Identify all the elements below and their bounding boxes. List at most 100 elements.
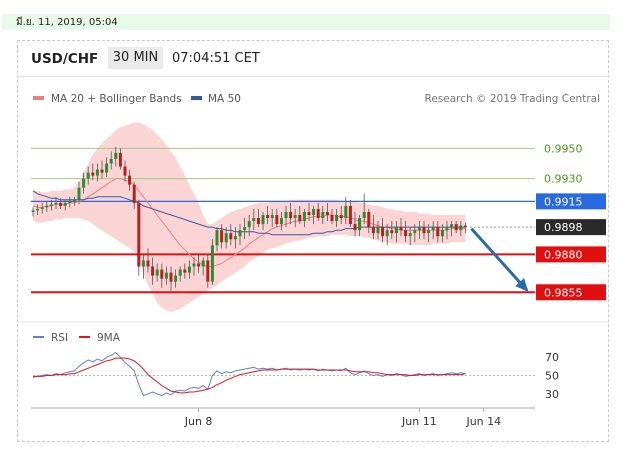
candle bbox=[289, 202, 293, 225]
candle-body bbox=[243, 227, 247, 231]
candle-body bbox=[252, 218, 256, 222]
candle bbox=[371, 215, 375, 240]
candle-body bbox=[105, 163, 109, 173]
main-legend: MA 20 + Bollinger Bands MA 50 Research ©… bbox=[33, 93, 600, 105]
candle bbox=[164, 266, 168, 285]
date-text: มี.ย. 11, 2019, 05:04 bbox=[16, 17, 118, 28]
candle bbox=[376, 221, 380, 240]
candle bbox=[353, 211, 357, 237]
level-labels: 0.9950 0.9930 0.9915 0.9898 0.9880 0.9855 bbox=[536, 142, 606, 301]
candle-body bbox=[238, 230, 242, 237]
candle-body bbox=[353, 224, 357, 231]
candle bbox=[155, 263, 159, 282]
candle bbox=[413, 224, 417, 243]
header-divider bbox=[17, 76, 609, 77]
candle bbox=[118, 148, 122, 170]
candle-body bbox=[404, 230, 408, 237]
candle bbox=[174, 269, 178, 288]
candle bbox=[330, 208, 334, 225]
rsi-tick-70: 70 bbox=[545, 351, 559, 364]
rsi-tick-50: 50 bbox=[545, 370, 559, 383]
candle-body bbox=[454, 224, 458, 231]
candle-body bbox=[431, 227, 435, 231]
candle-body bbox=[49, 204, 53, 206]
candle-body bbox=[362, 211, 366, 219]
candle-body bbox=[371, 227, 375, 234]
candle bbox=[192, 257, 196, 276]
level-badge-0.9915 bbox=[536, 193, 606, 210]
candle bbox=[362, 193, 366, 225]
level-label-0.9930: 0.9930 bbox=[544, 173, 583, 186]
chart-frame bbox=[17, 40, 609, 442]
candle-body bbox=[408, 233, 412, 237]
candle-body bbox=[114, 152, 118, 159]
candle-body bbox=[376, 227, 380, 234]
candle bbox=[59, 198, 63, 209]
candle-body bbox=[459, 225, 463, 231]
candle-body bbox=[31, 210, 35, 212]
candle bbox=[100, 160, 104, 179]
candle-body bbox=[247, 221, 251, 228]
candle bbox=[463, 222, 467, 234]
level-label-0.9950: 0.9950 bbox=[544, 142, 583, 155]
candle bbox=[224, 227, 228, 249]
candle bbox=[275, 208, 279, 228]
candle-body bbox=[183, 269, 187, 273]
date-banner: มี.ย. 11, 2019, 05:04 bbox=[2, 14, 610, 30]
candle-body bbox=[95, 169, 99, 176]
candle-body bbox=[187, 266, 191, 273]
ma20-legend-label: MA 20 + Bollinger Bands bbox=[51, 93, 182, 105]
candle bbox=[321, 205, 325, 225]
level-label-0.9880: 0.9880 bbox=[544, 248, 583, 261]
candle bbox=[229, 224, 233, 246]
candle bbox=[279, 211, 283, 231]
candle bbox=[169, 266, 173, 291]
candle-body bbox=[270, 215, 274, 219]
timeframe-badge[interactable]: 30 MIN bbox=[108, 47, 163, 69]
research-credit: Research © 2019 Trading Central bbox=[425, 93, 601, 105]
candle-body bbox=[261, 215, 265, 225]
candle-body bbox=[132, 184, 136, 203]
candle-body bbox=[54, 202, 58, 205]
candle bbox=[77, 181, 81, 205]
candle bbox=[105, 157, 109, 178]
candle-body bbox=[348, 205, 352, 225]
candle bbox=[367, 208, 371, 234]
candle bbox=[210, 239, 214, 285]
candle-body bbox=[59, 202, 63, 206]
candle-body bbox=[440, 230, 444, 237]
candle bbox=[86, 166, 90, 185]
ma50-legend-swatch bbox=[191, 96, 202, 100]
candle-body bbox=[220, 230, 224, 243]
candle-body bbox=[307, 211, 311, 215]
candle-body bbox=[275, 215, 279, 225]
candle-body bbox=[233, 236, 237, 240]
candle bbox=[54, 196, 58, 209]
candle bbox=[339, 205, 343, 225]
candle-body bbox=[36, 208, 40, 211]
candle-body bbox=[160, 269, 164, 279]
candle-body bbox=[399, 227, 403, 231]
candle-body bbox=[109, 158, 113, 164]
candle bbox=[307, 202, 311, 222]
ma20-line bbox=[32, 178, 466, 267]
candle-body bbox=[123, 166, 127, 176]
time-tick-label: Jun 14 bbox=[465, 415, 501, 428]
candle-body bbox=[463, 225, 467, 228]
level-label-0.9915: 0.9915 bbox=[544, 195, 583, 208]
level-badge-0.9898 bbox=[536, 219, 606, 236]
candle bbox=[49, 199, 53, 211]
candle-body bbox=[210, 245, 214, 282]
candle-body bbox=[385, 230, 389, 237]
candle bbox=[132, 181, 136, 209]
candle bbox=[385, 224, 389, 246]
candle-body bbox=[68, 201, 72, 203]
candle-body bbox=[312, 208, 316, 215]
candle-body bbox=[201, 260, 205, 267]
candle bbox=[128, 169, 132, 191]
candle bbox=[215, 227, 219, 252]
candle bbox=[95, 163, 99, 182]
candle bbox=[160, 263, 164, 288]
candle-body bbox=[266, 215, 270, 219]
candle-body bbox=[63, 202, 67, 206]
